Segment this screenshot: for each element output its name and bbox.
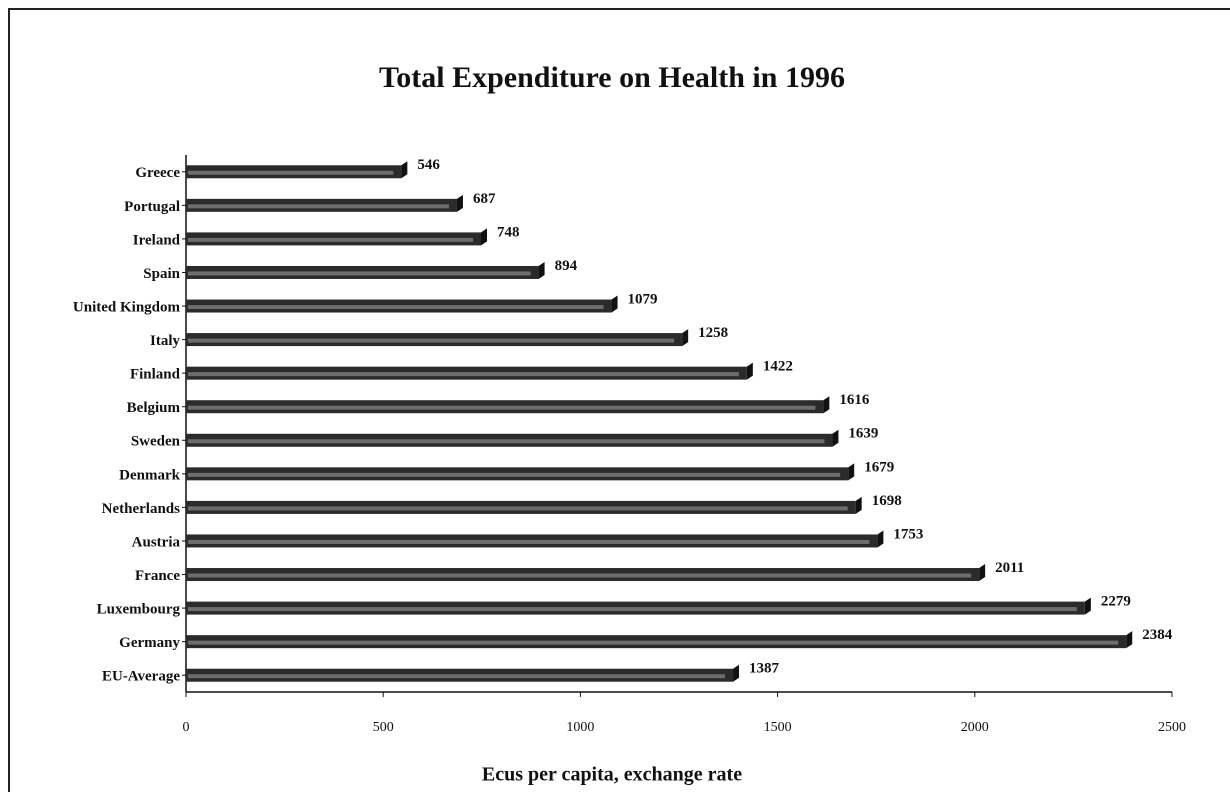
y-tick-label: EU-Average — [102, 669, 180, 685]
y-tick-label: Finland — [130, 367, 181, 383]
value-label: 1639 — [848, 426, 878, 442]
value-label: 1698 — [872, 493, 902, 509]
bar-cap — [979, 564, 986, 582]
bar-highlight — [188, 539, 870, 544]
bar-cap — [733, 664, 740, 682]
bar-highlight — [188, 305, 604, 310]
y-tick-label: Netherlands — [102, 501, 180, 517]
value-label: 1679 — [864, 459, 894, 475]
bar-highlight — [188, 640, 1119, 645]
y-tick-label: Italy — [150, 333, 181, 349]
bar-highlight — [188, 338, 675, 343]
value-label: 1387 — [749, 661, 780, 677]
bar-cap — [611, 295, 618, 313]
frame — [8, 8, 1230, 792]
bar-highlight — [188, 271, 531, 276]
y-tick-label: Belgium — [127, 400, 181, 416]
bar-highlight — [188, 372, 739, 377]
bar-highlight — [188, 674, 726, 679]
value-label: 1258 — [698, 325, 728, 341]
bar-highlight — [188, 573, 972, 578]
bar-cap — [1084, 597, 1091, 615]
bar-highlight — [188, 607, 1077, 612]
bar-cap — [877, 530, 884, 548]
bar-cap — [682, 329, 689, 347]
bar-highlight — [188, 204, 449, 209]
x-tick-label: 1000 — [566, 720, 594, 735]
value-label: 1616 — [839, 392, 870, 408]
value-label: 748 — [497, 224, 520, 240]
y-tick-label: Germany — [119, 635, 180, 651]
x-tick-label: 0 — [183, 720, 190, 735]
value-label: 546 — [417, 157, 440, 173]
bar-cap — [481, 228, 488, 246]
y-tick-label: Luxembourg — [97, 602, 181, 618]
bar-highlight — [188, 405, 816, 410]
y-tick-label: Portugal — [124, 199, 180, 215]
value-label: 2384 — [1142, 627, 1173, 643]
y-tick-label: Greece — [135, 165, 180, 181]
chart-title: Total Expenditure on Health in 1996 — [379, 61, 845, 94]
x-tick-label: 2500 — [1158, 720, 1186, 735]
value-label: 1753 — [893, 526, 923, 542]
bar-highlight — [188, 170, 394, 175]
y-tick-label: Austria — [132, 534, 181, 550]
value-label: 1079 — [628, 291, 658, 307]
y-tick-label: Ireland — [133, 232, 181, 248]
bar-cap — [855, 496, 862, 514]
y-tick-label: Spain — [143, 266, 180, 282]
bar-cap — [401, 161, 408, 179]
y-tick-label: Denmark — [119, 467, 180, 483]
bar-highlight — [188, 237, 474, 242]
value-label: 894 — [555, 258, 578, 274]
value-label: 687 — [473, 191, 496, 207]
bar-highlight — [188, 472, 841, 477]
bar-highlight — [188, 506, 848, 511]
bar-cap — [746, 362, 753, 380]
x-axis-label: Ecus per capita, exchange rate — [482, 764, 742, 786]
y-tick-label: United Kingdom — [73, 299, 181, 315]
value-label: 1422 — [763, 359, 793, 375]
bar-cap — [823, 396, 830, 414]
value-label: 2011 — [995, 560, 1024, 576]
bar-cap — [848, 463, 855, 481]
x-tick-label: 500 — [373, 720, 394, 735]
value-label: 2279 — [1101, 594, 1131, 610]
y-tick-label: Sweden — [131, 434, 181, 450]
bar-highlight — [188, 439, 825, 444]
bar-cap — [832, 429, 839, 447]
bar-cap — [456, 194, 463, 212]
bar-cap — [1126, 631, 1133, 649]
y-tick-label: France — [135, 568, 180, 584]
x-tick-label: 1500 — [764, 720, 792, 735]
bar-cap — [538, 261, 545, 279]
x-tick-label: 2000 — [961, 720, 989, 735]
